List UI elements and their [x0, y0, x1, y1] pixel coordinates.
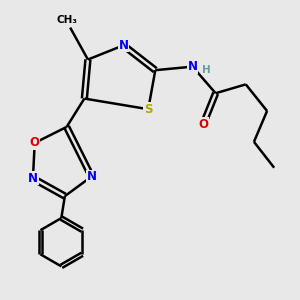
Text: H: H	[202, 65, 210, 75]
Text: S: S	[144, 103, 152, 116]
Text: CH₃: CH₃	[57, 15, 78, 25]
Text: N: N	[28, 172, 38, 185]
Text: O: O	[30, 136, 40, 149]
Text: N: N	[118, 39, 128, 52]
Text: O: O	[198, 118, 208, 130]
Text: N: N	[86, 170, 97, 183]
Text: N: N	[188, 60, 198, 73]
